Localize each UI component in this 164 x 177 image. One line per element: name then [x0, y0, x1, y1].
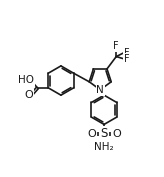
Text: F: F: [124, 48, 130, 58]
Text: F: F: [113, 41, 119, 51]
Text: O: O: [87, 129, 96, 139]
Text: O: O: [112, 129, 121, 139]
Text: HO: HO: [18, 75, 34, 85]
Text: S: S: [100, 127, 108, 140]
Text: N: N: [96, 85, 104, 95]
Text: O: O: [25, 90, 33, 100]
Text: F: F: [124, 54, 130, 64]
Text: NH₂: NH₂: [94, 142, 114, 152]
